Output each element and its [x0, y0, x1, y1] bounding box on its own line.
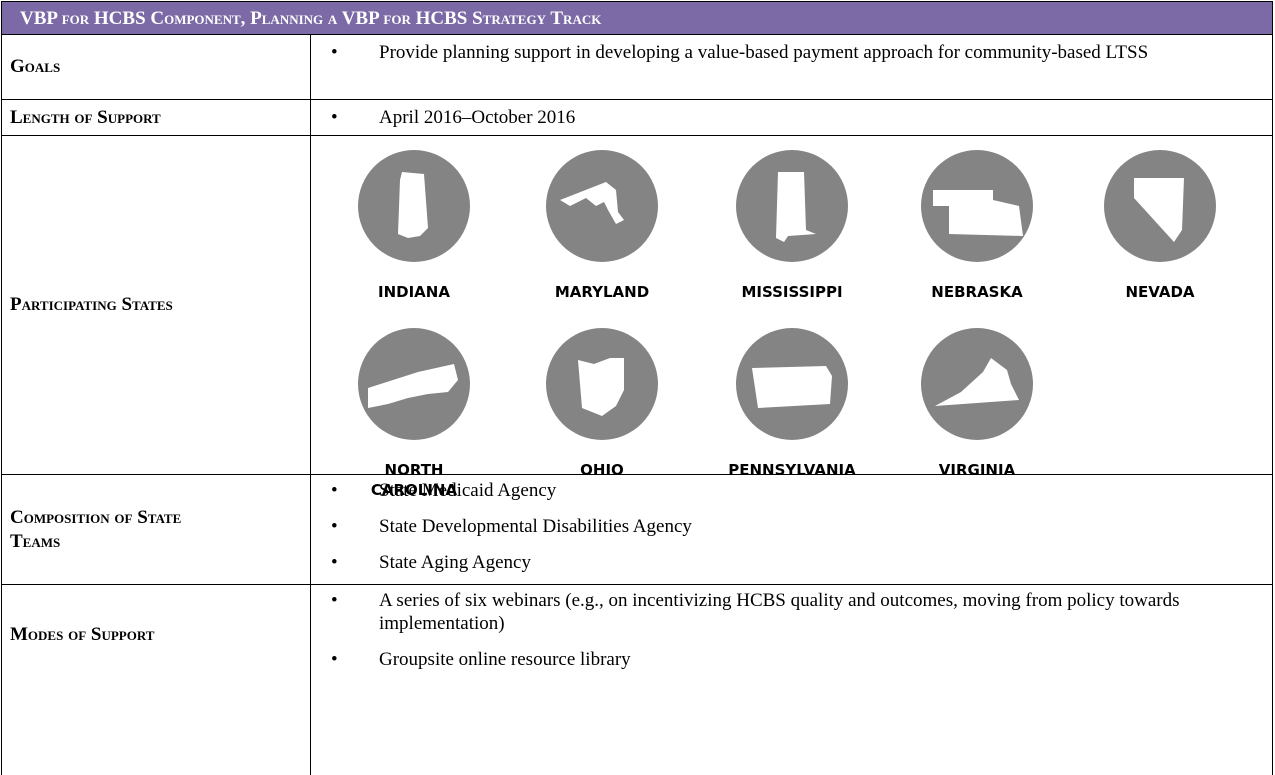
state-icon	[736, 328, 848, 440]
state-shape	[368, 364, 458, 408]
state: NORTH CAROLINA	[339, 328, 489, 500]
state-name: OHIO	[580, 461, 624, 479]
row-states: Participating States INDIANA MARYLAND MISS…	[1, 136, 1273, 499]
row-label: Participating States	[10, 294, 173, 315]
bullet: A series of six webinars (e.g., on incen…	[311, 589, 1272, 635]
state-name: VIRGINIA	[938, 461, 1016, 479]
state-name: INDIANA	[378, 283, 450, 301]
state-name: NEVADA	[1125, 283, 1195, 301]
state-shape	[578, 358, 624, 416]
bullet: April 2016–October 2016	[311, 106, 1272, 129]
table-header: VBP for HCBS Component, Planning a VBP f…	[1, 1, 1273, 35]
bullet: State Aging Agency	[311, 551, 1272, 574]
state-name: PENNSYLVANIA	[728, 461, 856, 479]
state-icon	[921, 150, 1033, 262]
state-icon	[1104, 150, 1216, 262]
state-icon	[358, 150, 470, 262]
state: OHIO	[527, 328, 677, 480]
state-name: MARYLAND	[554, 283, 650, 301]
state: NEVADA	[1085, 150, 1235, 302]
bullet: State Developmental Disabilities Agency	[311, 515, 1272, 538]
state-name: NEBRASKA	[931, 283, 1023, 301]
state-shape	[1134, 178, 1184, 242]
states-grid: INDIANA MARYLAND MISSISSIPPI NEBRASKA NEVADA…	[311, 136, 1272, 499]
state-shape	[560, 182, 624, 224]
bullet: State Medicaid Agency	[311, 479, 1272, 502]
icon-circle	[546, 150, 658, 262]
state-icon	[921, 328, 1033, 440]
bullet: Provide planning support in developing a…	[311, 41, 1272, 64]
row-label: Modes of Support	[10, 624, 155, 645]
state: NEBRASKA	[902, 150, 1052, 302]
state-shape	[933, 190, 1023, 236]
row-label: Length of Support	[10, 106, 161, 128]
state-icon	[546, 150, 658, 262]
state-shape	[752, 366, 832, 408]
state: INDIANA	[339, 150, 489, 302]
bullet: Groupsite online resource library	[311, 648, 1272, 671]
state: VIRGINIA	[902, 328, 1052, 480]
row-goals: Goals Provide planning support in develo…	[1, 35, 1273, 100]
state-icon	[736, 150, 848, 262]
state: MISSISSIPPI	[717, 150, 867, 302]
state-icon	[546, 328, 658, 440]
row-composition: Composition of State Teams State Medicai…	[1, 475, 1273, 585]
state-icon	[358, 328, 470, 440]
state-name: MISSISSIPPI	[741, 283, 843, 301]
row-label: Composition of State Teams	[10, 506, 182, 552]
state-shape	[398, 172, 428, 238]
state-shape	[776, 172, 816, 242]
table-title: VBP for HCBS Component, Planning a VBP f…	[20, 8, 602, 29]
row-length: Length of Support April 2016–October 201…	[1, 100, 1273, 136]
state: PENNSYLVANIA	[717, 328, 867, 480]
row-label: Goals	[10, 56, 61, 77]
state-shape	[935, 358, 1019, 406]
state: MARYLAND	[527, 150, 677, 302]
row-modes: Modes of Support A series of six webinar…	[1, 585, 1273, 775]
